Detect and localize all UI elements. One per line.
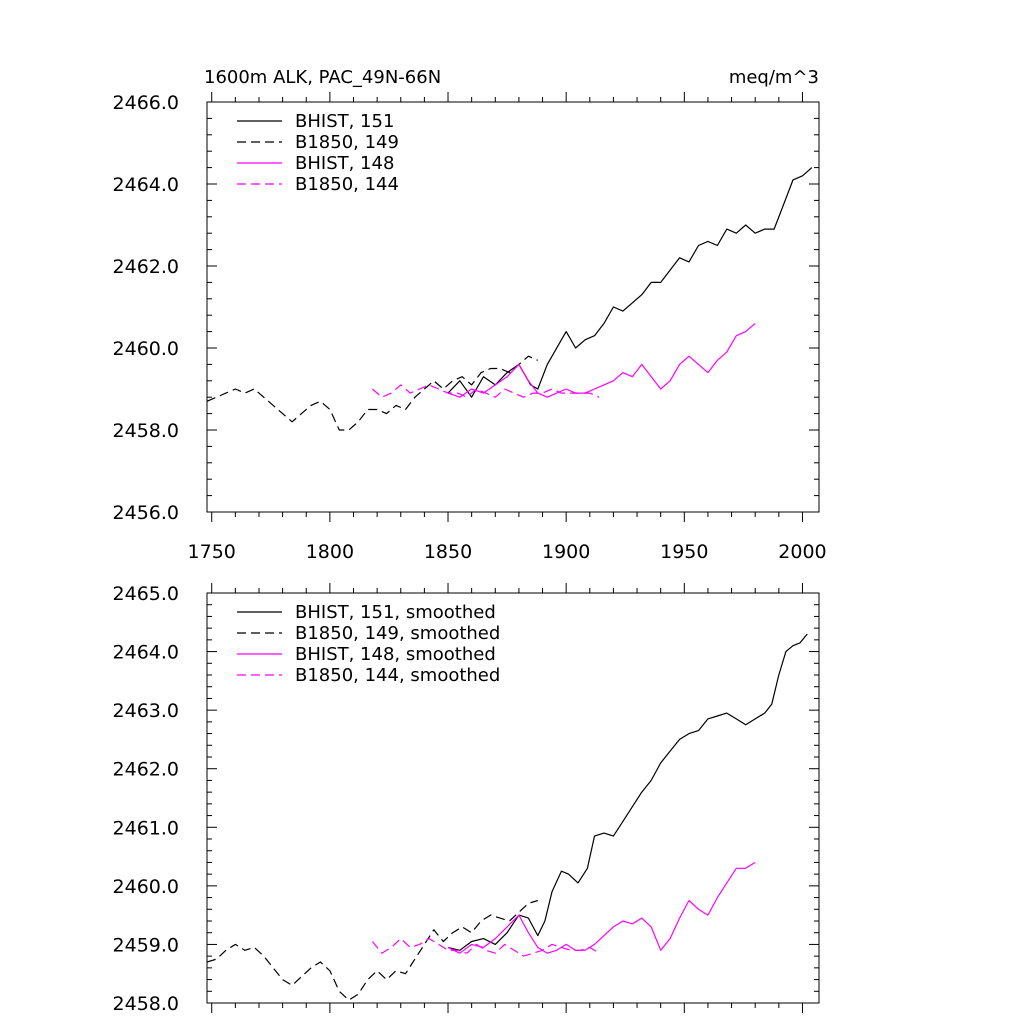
plot-frame — [206, 101, 820, 513]
legend-label-1: B1850, 149, smoothed — [295, 623, 500, 644]
series-group — [207, 167, 813, 431]
x-tick-label: 1800 — [306, 541, 354, 563]
x-tick-label: 1900 — [542, 541, 590, 563]
top-panel: 1600m ALK, PAC_49N-66N meq/m^3 2456.0 2458.… — [113, 67, 827, 563]
y-tick-label: 2458.0 — [113, 993, 179, 1015]
y-tick-label: 2461.0 — [113, 817, 179, 839]
units-label: meq/m^3 — [729, 67, 819, 88]
series-line-3 — [371, 937, 600, 957]
y-tick-label: 2462.0 — [113, 256, 179, 278]
x-tick-label: 1750 — [188, 541, 236, 563]
y-tick-label: 2466.0 — [113, 92, 179, 114]
series-line-2 — [447, 322, 756, 398]
legend-label-3: B1850, 144 — [295, 174, 399, 195]
y-tick-label: 2460.0 — [113, 876, 179, 898]
legend-label-0: BHIST, 151, smoothed — [295, 602, 496, 623]
y-tick-label: 2456.0 — [113, 502, 179, 524]
y-tick-label: 2464.0 — [113, 174, 179, 196]
bottom-panel: 2458.0 2459.0 2460.0 2461.0 2462.0 2463.0 2464… — [113, 583, 820, 1015]
y-tick-label: 2465.0 — [113, 583, 179, 605]
y-tick-label: 2464.0 — [113, 642, 179, 664]
y-tick-label: 2463.0 — [113, 700, 179, 722]
y-tick-label: 2459.0 — [113, 934, 179, 956]
legend-label-1: B1850, 149 — [295, 132, 399, 153]
plot-frame — [206, 592, 820, 1004]
series-group — [207, 633, 808, 1001]
series-line-2 — [447, 861, 756, 954]
series-line-3 — [372, 384, 600, 398]
x-tick-label: 2000 — [778, 541, 826, 563]
y-tick-label: 2462.0 — [113, 759, 179, 781]
legend-label-2: BHIST, 148 — [295, 153, 394, 174]
legend-label-3: B1850, 144, smoothed — [295, 665, 500, 686]
y-tick-label: 2460.0 — [113, 338, 179, 360]
series-line-0 — [447, 633, 808, 951]
series-line-0 — [447, 167, 813, 398]
series-line-1 — [207, 899, 538, 1001]
x-tick-label: 1950 — [660, 541, 708, 563]
y-tick-label: 2458.0 — [113, 420, 179, 442]
legend-label-0: BHIST, 151 — [295, 111, 394, 132]
series-line-1 — [207, 355, 539, 431]
x-tick-label: 1850 — [424, 541, 472, 563]
legend-label-2: BHIST, 148, smoothed — [295, 644, 496, 665]
chart-title: 1600m ALK, PAC_49N-66N — [204, 67, 441, 88]
